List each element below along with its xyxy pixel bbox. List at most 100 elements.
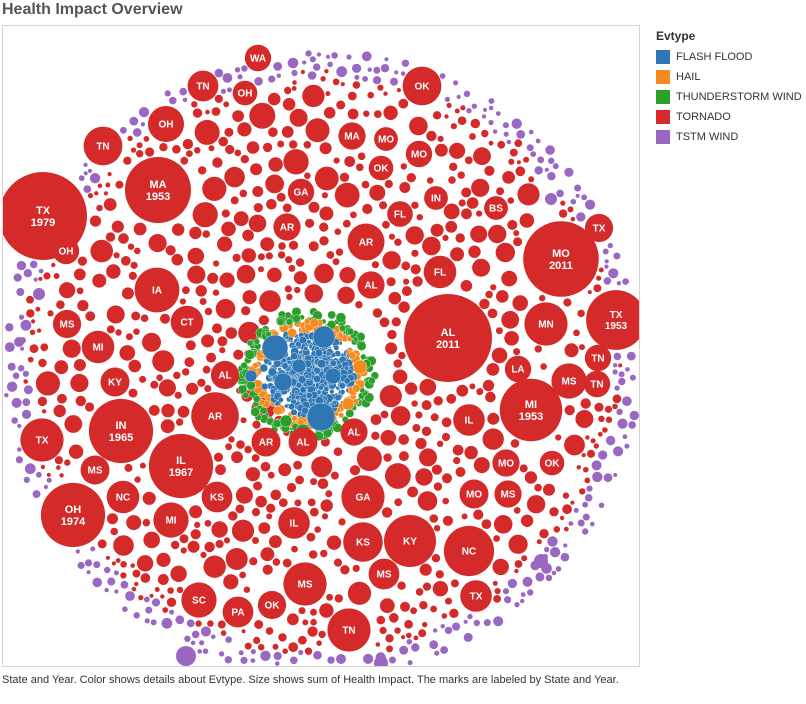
tornado-bubble[interactable] — [457, 116, 467, 125]
tornado-bubble[interactable] — [278, 463, 292, 477]
labeled-bubble-il[interactable] — [278, 507, 310, 539]
tornado-bubble[interactable] — [381, 507, 393, 518]
tornado-bubble[interactable] — [488, 140, 494, 146]
tstm-wind-bubble[interactable] — [38, 268, 44, 274]
tornado-bubble[interactable] — [455, 467, 466, 477]
tornado-bubble[interactable] — [167, 587, 174, 594]
tstm-wind-bubble[interactable] — [336, 654, 346, 664]
tornado-bubble[interactable] — [217, 236, 233, 252]
tornado-bubble[interactable] — [179, 534, 189, 544]
tornado-bubble[interactable] — [54, 360, 69, 375]
tornado-bubble[interactable] — [252, 537, 259, 544]
tstm-wind-bubble[interactable] — [291, 69, 298, 77]
tornado-bubble[interactable] — [237, 122, 252, 137]
thunderstorm-wind-bubble[interactable] — [246, 339, 254, 347]
tornado-bubble[interactable] — [215, 464, 226, 476]
tornado-bubble[interactable] — [383, 105, 398, 121]
tstm-wind-bubble[interactable] — [576, 212, 586, 222]
tornado-bubble[interactable] — [258, 522, 271, 534]
tstm-wind-bubble[interactable] — [24, 463, 36, 475]
tornado-bubble[interactable] — [376, 615, 386, 625]
tstm-wind-bubble[interactable] — [250, 658, 256, 663]
tornado-bubble[interactable] — [488, 224, 507, 244]
tornado-bubble[interactable] — [485, 290, 493, 299]
tstm-wind-bubble[interactable] — [373, 66, 381, 74]
tornado-bubble[interactable] — [319, 236, 329, 246]
labeled-bubble-al[interactable] — [288, 427, 318, 457]
tornado-bubble[interactable] — [213, 260, 220, 267]
tornado-bubble[interactable] — [513, 237, 523, 247]
tornado-bubble[interactable] — [411, 201, 419, 209]
tornado-bubble[interactable] — [59, 473, 64, 478]
tornado-bubble[interactable] — [310, 618, 317, 626]
tornado-bubble[interactable] — [249, 557, 258, 566]
tornado-bubble[interactable] — [435, 570, 444, 579]
flash-flood-bubble[interactable] — [314, 348, 323, 357]
labeled-bubble-oh[interactable] — [148, 106, 184, 142]
tornado-bubble[interactable] — [476, 210, 483, 217]
tornado-bubble[interactable] — [131, 586, 137, 592]
tornado-bubble[interactable] — [54, 456, 64, 465]
tstm-wind-bubble[interactable] — [452, 622, 461, 631]
tornado-bubble[interactable] — [120, 561, 127, 568]
tstm-wind-bubble[interactable] — [488, 105, 494, 111]
tornado-bubble[interactable] — [87, 193, 94, 199]
tstm-wind-bubble[interactable] — [22, 370, 29, 377]
tornado-bubble[interactable] — [443, 203, 460, 220]
tornado-bubble[interactable] — [496, 290, 509, 303]
flash-flood-bubble[interactable] — [288, 403, 295, 410]
tornado-bubble[interactable] — [197, 378, 206, 387]
thunderstorm-wind-bubble[interactable] — [360, 353, 367, 361]
labeled-bubble-ms[interactable] — [80, 455, 110, 485]
tornado-bubble[interactable] — [195, 285, 207, 297]
tornado-bubble[interactable] — [342, 219, 351, 228]
tornado-bubble[interactable] — [394, 498, 403, 507]
tornado-bubble[interactable] — [385, 342, 398, 355]
tornado-bubble[interactable] — [430, 605, 437, 613]
tornado-bubble[interactable] — [476, 388, 484, 396]
tornado-bubble[interactable] — [520, 514, 534, 527]
tornado-bubble[interactable] — [379, 201, 388, 210]
flash-flood-bubble[interactable] — [306, 339, 312, 345]
tornado-bubble[interactable] — [432, 111, 442, 120]
bubble-plot[interactable]: TX 1979 AL 2011 MO 2011 TX 1953 MA 1953 IN 1965 IL 19… — [3, 26, 639, 666]
tstm-wind-bubble[interactable] — [77, 561, 85, 570]
tornado-bubble[interactable] — [68, 444, 84, 459]
tornado-bubble[interactable] — [241, 306, 251, 316]
tornado-bubble[interactable] — [461, 187, 472, 198]
tornado-bubble[interactable] — [316, 640, 322, 646]
tstm-wind-bubble[interactable] — [169, 609, 175, 615]
tornado-bubble[interactable] — [558, 209, 568, 218]
hail-bubble[interactable] — [352, 384, 361, 393]
tornado-bubble[interactable] — [215, 539, 224, 549]
tstm-wind-bubble[interactable] — [551, 570, 557, 576]
tstm-wind-bubble[interactable] — [222, 73, 233, 83]
tstm-wind-bubble[interactable] — [21, 409, 32, 419]
thunderstorm-wind-bubble[interactable] — [327, 310, 337, 320]
tornado-bubble[interactable] — [456, 384, 469, 397]
flash-flood-bubble[interactable] — [333, 344, 340, 351]
tstm-wind-bubble[interactable] — [327, 61, 333, 68]
tornado-bubble[interactable] — [295, 475, 304, 485]
tornado-bubble[interactable] — [430, 223, 444, 237]
labeled-bubble-in[interactable] — [424, 186, 448, 210]
tornado-bubble[interactable] — [363, 110, 370, 117]
tstm-wind-bubble[interactable] — [511, 118, 522, 129]
tornado-bubble[interactable] — [26, 309, 35, 318]
tornado-bubble[interactable] — [266, 503, 276, 513]
tornado-bubble[interactable] — [224, 166, 245, 188]
tornado-bubble[interactable] — [304, 647, 313, 655]
tstm-wind-bubble[interactable] — [346, 54, 352, 60]
tornado-bubble[interactable] — [433, 482, 443, 491]
labeled-bubble-ok[interactable] — [257, 590, 287, 620]
tstm-wind-bubble[interactable] — [225, 636, 232, 643]
tstm-wind-bubble[interactable] — [394, 70, 399, 75]
tornado-bubble[interactable] — [59, 282, 76, 299]
tornado-bubble[interactable] — [204, 307, 213, 316]
tornado-bubble[interactable] — [494, 588, 501, 595]
tornado-bubble[interactable] — [320, 549, 328, 558]
tornado-bubble[interactable] — [239, 189, 248, 198]
tornado-bubble[interactable] — [107, 513, 118, 525]
tstm-wind-bubble[interactable] — [5, 323, 14, 332]
tornado-bubble[interactable] — [150, 380, 159, 389]
